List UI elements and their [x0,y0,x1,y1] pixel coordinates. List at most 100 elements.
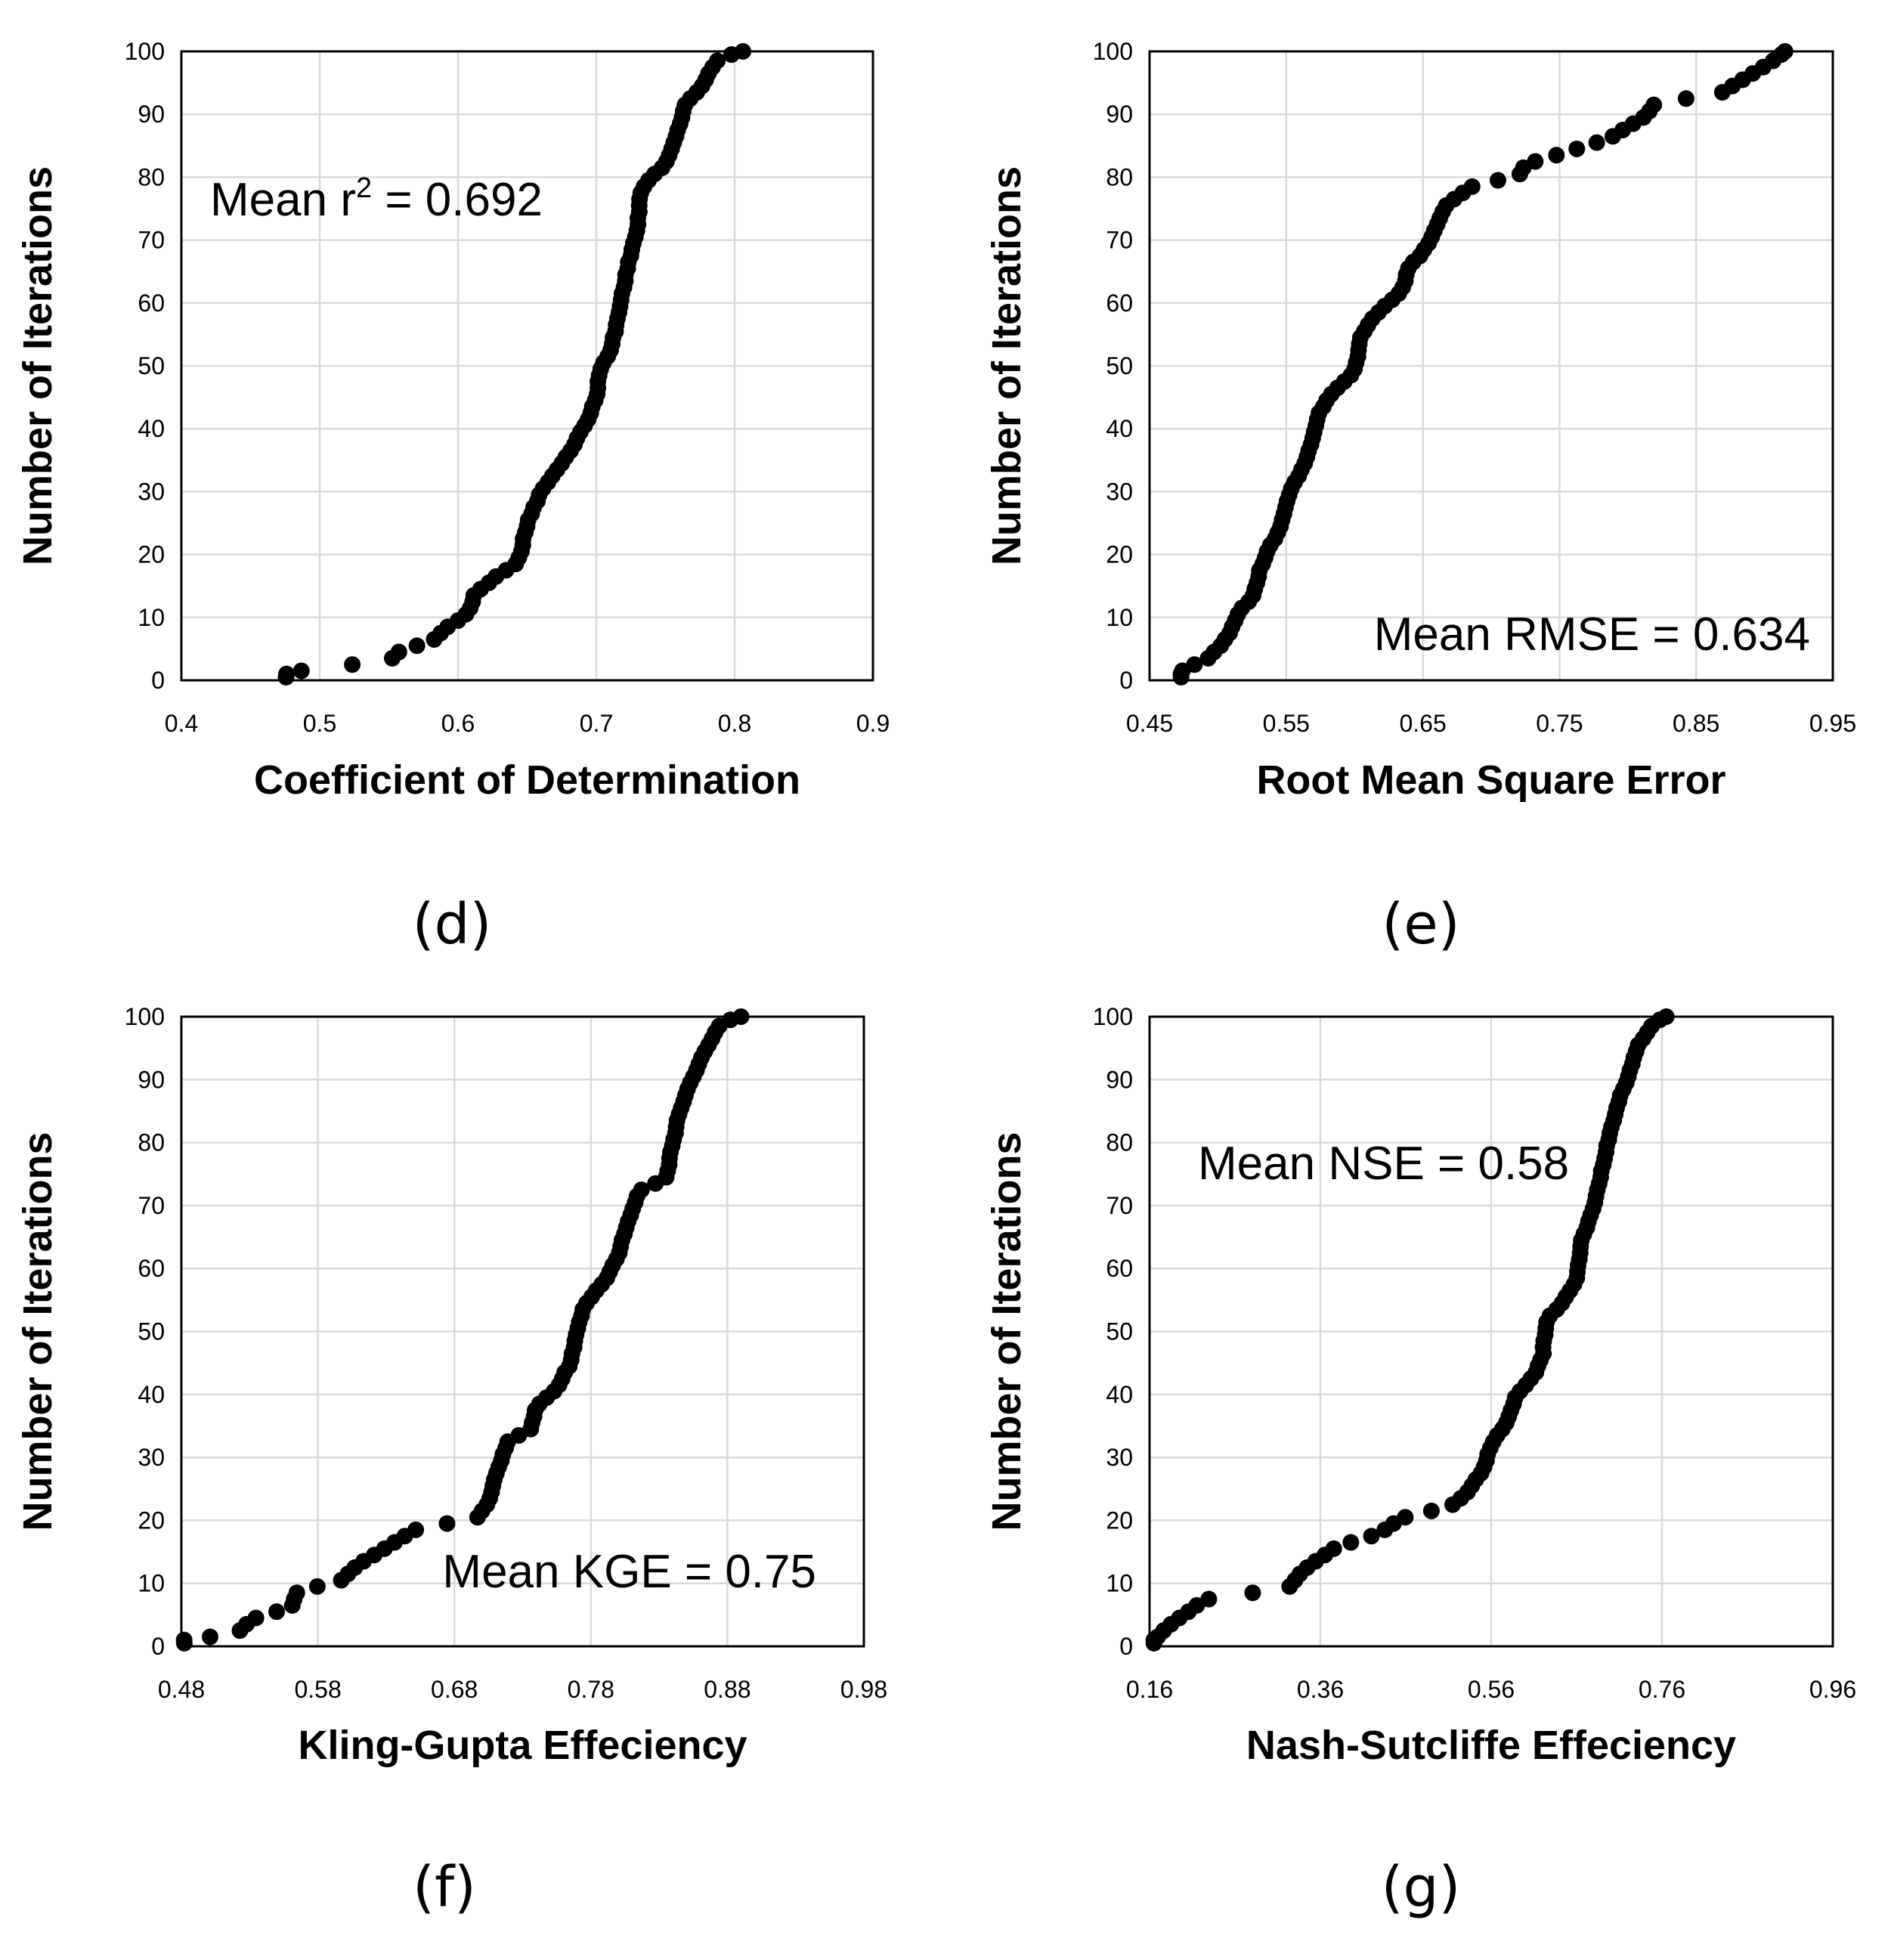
panel-f: 0 10 20 30 40 50 60 70 80 90 100 0.48 0.58 0.68 0.78 0.… [15,1003,887,1920]
y-tick-label: 100 [1093,38,1133,65]
plot-area-frame [180,50,874,682]
y-axis-title: Number of Iterations [15,166,60,565]
y-tick-label: 70 [1106,227,1133,254]
data-point [1145,1631,1162,1649]
x-tick-label: 0.56 [1468,1676,1515,1703]
data-point [1244,1584,1261,1602]
panel-e: 0 10 20 30 40 50 60 70 80 90 100 0.45 0.55 0.65 0.75 0.… [984,38,1856,957]
data-point [1200,1590,1218,1608]
data-point [292,662,310,680]
y-tick-label: 20 [138,541,165,568]
data-point [1645,96,1663,113]
y-tick-label: 40 [1106,415,1133,442]
data-point [1325,1540,1342,1557]
y-tick-label: 70 [138,227,165,254]
y-tick-label: 80 [1106,163,1133,190]
y-tick-label: 20 [1106,1506,1133,1534]
y-tick-label: 50 [1106,1318,1133,1345]
y-tick-label: 0 [151,1633,165,1660]
panel-g: 0 10 20 30 40 50 60 70 80 90 100 0.16 0.36 0.56 0.76 0.… [984,1003,1856,1920]
mean-annotation: Mean RMSE = 0.634 [1374,608,1810,661]
y-tick-label: 30 [138,478,165,505]
data-point [268,1603,286,1621]
data-point [408,637,426,655]
y-tick-label: 70 [138,1192,165,1219]
x-axis-title: Coefficient of Determination [254,757,800,803]
data-point [407,1521,425,1538]
data-point [1397,1509,1414,1526]
y-tick-label: 80 [1106,1129,1133,1156]
annotation-text: Mean KGE = 0.75 [442,1546,816,1598]
y-tick-label: 60 [138,290,165,317]
data-point [1568,140,1586,157]
data-point [1776,43,1794,60]
data-point [175,1631,193,1649]
x-tick-label: 0.88 [704,1676,751,1703]
y-tick-label: 40 [138,1381,165,1408]
panel-label: (g) [1382,1855,1461,1920]
y-tick-label: 10 [138,604,165,631]
y-tick-label: 30 [138,1444,165,1471]
y-tick-label: 60 [1106,1255,1133,1282]
data-point [247,1609,265,1627]
y-tick-label: 10 [1106,604,1133,631]
y-tick-label: 100 [1093,1003,1133,1030]
x-tick-label: 0.75 [1536,710,1583,737]
y-tick-label: 30 [1106,478,1133,505]
y-tick-label: 30 [1106,1444,1133,1471]
y-tick-label: 90 [138,101,165,128]
y-axis-title: Number of Iterations [984,166,1029,565]
x-tick-label: 0.58 [294,1676,341,1703]
y-tick-label: 40 [138,415,165,442]
data-point [1463,178,1481,195]
x-tick-label: 0.85 [1673,710,1719,737]
mean-annotation: Mean KGE = 0.75 [442,1546,816,1598]
data-point [734,43,751,60]
x-tick-label: 0.6 [441,710,475,737]
annotation-text: = 0.692 [372,174,543,226]
y-tick-label: 60 [1106,290,1133,317]
data-point [201,1628,218,1646]
x-tick-label: 0.8 [718,710,751,737]
x-axis-title: Root Mean Square Error [1256,757,1725,803]
x-axis-title: Nash-Sutcliffe Effeciency [1246,1723,1736,1768]
mean-annotation: Mean r2 = 0.692 [210,172,543,226]
data-point [732,1008,750,1025]
plot-area-frame [1148,1015,1834,1648]
y-tick-label: 40 [1106,1381,1133,1408]
panel-label: (f) [413,1855,476,1920]
mean-annotation: Mean NSE = 0.58 [1198,1138,1569,1190]
data-point [308,1578,326,1595]
panel-label: (e) [1382,892,1459,957]
x-tick-label: 0.45 [1126,710,1173,737]
y-tick-label: 10 [1106,1570,1133,1597]
panel-label: (d) [413,892,492,957]
data-point [288,1584,305,1602]
y-tick-label: 20 [1106,541,1133,568]
y-tick-label: 90 [1106,101,1133,128]
y-tick-label: 80 [138,1129,165,1156]
x-tick-label: 0.98 [840,1676,887,1703]
y-axis-title: Number of Iterations [15,1132,60,1531]
y-tick-label: 0 [151,667,165,694]
data-point [1588,134,1605,151]
y-tick-label: 50 [1106,352,1133,379]
y-tick-label: 0 [1119,667,1133,694]
data-point [1172,665,1190,683]
data-point [709,52,726,70]
x-tick-label: 0.95 [1809,710,1856,737]
y-tick-label: 0 [1119,1633,1133,1660]
data-point [344,656,361,673]
data-point [1363,1528,1380,1545]
x-tick-label: 0.68 [431,1676,478,1703]
x-tick-label: 0.96 [1809,1676,1856,1703]
x-tick-label: 0.9 [856,710,890,737]
data-point [633,1181,650,1199]
annotation-text: Mean RMSE = 0.634 [1374,608,1810,661]
x-tick-label: 0.78 [568,1676,614,1703]
y-tick-label: 10 [138,1570,165,1597]
x-tick-label: 0.48 [158,1676,205,1703]
data-point [1342,1534,1360,1551]
x-tick-label: 0.16 [1126,1676,1173,1703]
